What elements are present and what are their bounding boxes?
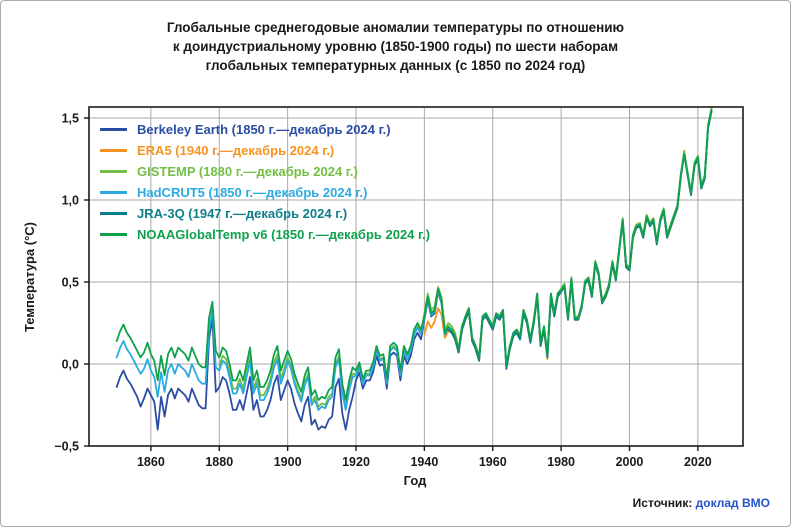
y-tick-label: 1,5 xyxy=(62,111,79,125)
x-axis-label: Год xyxy=(404,473,427,488)
chart-title-line-3: глобальных температурных данных (с 1850 … xyxy=(205,58,586,73)
legend-label-era5: ERA5 (1940 г.—декабрь 2024 г.) xyxy=(137,143,335,158)
legend-label-hadcrut5: HadCRUT5 (1850 г.—декабрь 2024 г.) xyxy=(137,185,368,200)
legend-label-jra-3q: JRA-3Q (1947 г.—декабрь 2024 г.) xyxy=(137,206,348,221)
source-label: Источник: xyxy=(632,496,696,510)
legend-swatch-berkeley-earth xyxy=(100,128,127,131)
y-tick-label: 0,0 xyxy=(62,357,79,371)
series-line-noaaglobaltemp-v6 xyxy=(115,108,713,402)
y-tick-label: 1,0 xyxy=(62,193,79,207)
chart-title: Глобальные среднегодовые аномалии темпер… xyxy=(1,18,790,75)
legend-label-gistemp: GISTEMP (1880 г.—декабрь 2024 г.) xyxy=(137,164,358,179)
x-tick-label: 1940 xyxy=(410,455,438,469)
legend-item-berkeley-earth: Berkeley Earth (1850 г.—декабрь 2024 г.) xyxy=(100,119,430,140)
y-tick-label: −0,5 xyxy=(54,440,79,454)
legend-swatch-hadcrut5 xyxy=(100,191,127,194)
x-tick-label: 1860 xyxy=(137,455,165,469)
legend-label-noaaglobaltemp-v6: NOAAGlobalTemp v6 (1850 г.—декабрь 2024 … xyxy=(137,227,431,242)
y-axis-label: Температура (°C) xyxy=(22,222,37,332)
chart-legend: Berkeley Earth (1850 г.—декабрь 2024 г.)… xyxy=(100,119,430,245)
series-line-jra-3q xyxy=(447,110,713,369)
x-tick-label: 2020 xyxy=(684,455,712,469)
x-tick-label: 1960 xyxy=(479,455,507,469)
x-tick-label: 2000 xyxy=(616,455,644,469)
x-tick-label: 1980 xyxy=(547,455,575,469)
legend-item-noaaglobaltemp-v6: NOAAGlobalTemp v6 (1850 г.—декабрь 2024 … xyxy=(100,224,430,245)
legend-item-jra-3q: JRA-3Q (1947 г.—декабрь 2024 г.) xyxy=(100,203,430,224)
legend-item-hadcrut5: HadCRUT5 (1850 г.—декабрь 2024 г.) xyxy=(100,182,430,203)
series-line-era5 xyxy=(423,107,713,367)
x-tick-label: 1920 xyxy=(342,455,370,469)
legend-swatch-jra-3q xyxy=(100,212,127,215)
x-tick-label: 1880 xyxy=(205,455,233,469)
legend-swatch-noaaglobaltemp-v6 xyxy=(100,233,127,236)
legend-label-berkeley-earth: Berkeley Earth (1850 г.—декабрь 2024 г.) xyxy=(137,122,391,137)
x-tick-label: 1900 xyxy=(274,455,302,469)
source-link[interactable]: доклад ВМО xyxy=(695,496,770,510)
legend-item-era5: ERA5 (1940 г.—декабрь 2024 г.) xyxy=(100,140,430,161)
plot-border xyxy=(88,106,744,447)
chart-title-line-2: к доиндустриальному уровню (1850-1900 го… xyxy=(172,39,619,54)
chart-title-line-1: Глобальные среднегодовые аномалии темпер… xyxy=(166,20,625,35)
legend-swatch-gistemp xyxy=(100,170,127,173)
legend-swatch-era5 xyxy=(100,149,127,152)
y-tick-label: 0,5 xyxy=(62,275,79,289)
source-line: Источник: доклад ВМО xyxy=(633,496,770,510)
legend-item-gistemp: GISTEMP (1880 г.—декабрь 2024 г.) xyxy=(100,161,430,182)
